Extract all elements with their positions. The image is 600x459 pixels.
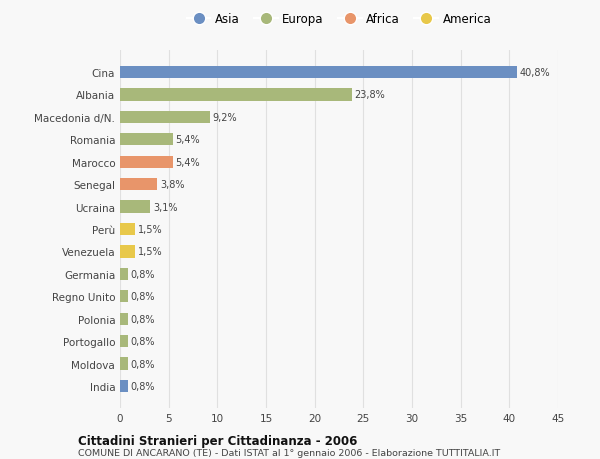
Text: COMUNE DI ANCARANO (TE) - Dati ISTAT al 1° gennaio 2006 - Elaborazione TUTTITALI: COMUNE DI ANCARANO (TE) - Dati ISTAT al … bbox=[78, 448, 500, 457]
Bar bbox=[120, 179, 157, 191]
Text: 0,8%: 0,8% bbox=[131, 336, 155, 347]
Bar bbox=[120, 380, 128, 392]
Text: 23,8%: 23,8% bbox=[355, 90, 385, 100]
Bar bbox=[120, 335, 128, 347]
Bar bbox=[120, 112, 209, 124]
Text: 9,2%: 9,2% bbox=[212, 112, 237, 123]
Text: 5,4%: 5,4% bbox=[175, 157, 200, 168]
Bar bbox=[120, 224, 134, 235]
Bar bbox=[120, 89, 352, 101]
Text: 0,8%: 0,8% bbox=[131, 314, 155, 324]
Legend: Asia, Europa, Africa, America: Asia, Europa, Africa, America bbox=[183, 10, 495, 30]
Text: 0,8%: 0,8% bbox=[131, 381, 155, 391]
Text: 0,8%: 0,8% bbox=[131, 359, 155, 369]
Bar bbox=[120, 201, 150, 213]
Text: Cittadini Stranieri per Cittadinanza - 2006: Cittadini Stranieri per Cittadinanza - 2… bbox=[78, 434, 358, 447]
Text: 3,1%: 3,1% bbox=[153, 202, 178, 212]
Bar bbox=[120, 358, 128, 370]
Bar bbox=[120, 67, 517, 79]
Text: 40,8%: 40,8% bbox=[520, 68, 551, 78]
Text: 1,5%: 1,5% bbox=[137, 224, 162, 235]
Text: 3,8%: 3,8% bbox=[160, 180, 184, 190]
Bar bbox=[120, 291, 128, 303]
Bar bbox=[120, 156, 173, 168]
Bar bbox=[120, 268, 128, 280]
Bar bbox=[120, 134, 173, 146]
Text: 0,8%: 0,8% bbox=[131, 269, 155, 279]
Bar bbox=[120, 246, 134, 258]
Text: 1,5%: 1,5% bbox=[137, 247, 162, 257]
Text: 5,4%: 5,4% bbox=[175, 135, 200, 145]
Bar bbox=[120, 313, 128, 325]
Text: 0,8%: 0,8% bbox=[131, 291, 155, 302]
